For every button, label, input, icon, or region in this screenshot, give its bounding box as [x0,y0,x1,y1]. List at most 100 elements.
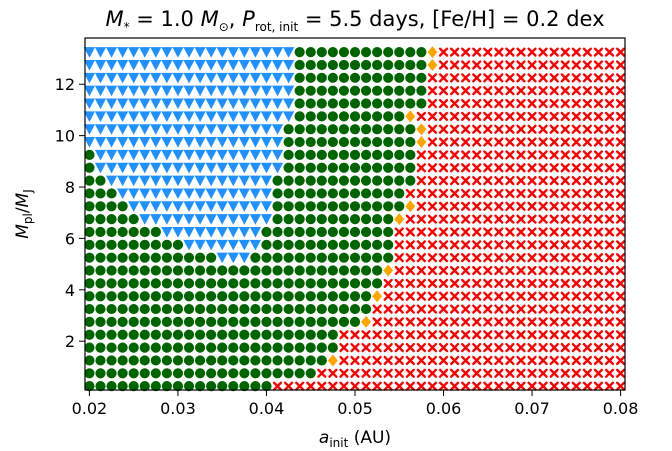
data-point-survived [383,162,394,173]
data-point-triangle [161,188,173,200]
data-point-survived [294,111,305,122]
data-point-survived [327,111,338,122]
data-point-triangle [172,226,184,238]
data-point-survived [272,316,283,328]
data-point-survived [360,252,372,263]
data-point-triangle [105,85,118,97]
data-point-survived [294,136,305,148]
data-point-survived [338,278,350,289]
data-point-triangle [216,162,228,174]
data-point-cross [438,47,449,57]
data-point-survived [338,214,350,225]
data-point-survived [261,355,272,366]
data-point-triangle [238,72,250,84]
data-point-survived [327,265,338,276]
data-point-survived [383,226,394,238]
data-point-survived [372,239,383,250]
data-point-survived [84,278,95,289]
data-point-survived [183,278,195,289]
data-point-triangle [238,188,250,200]
data-point-survived [283,188,294,199]
data-point-triangle [94,149,107,161]
data-point-survived [372,149,383,161]
data-point-cross [571,60,581,70]
data-point-triangle [128,188,140,200]
data-point-survived [217,342,228,353]
data-point-triangle [94,59,107,71]
data-point-cross [438,98,449,109]
data-point-survived [283,342,294,353]
data-point-survived [84,175,95,186]
data-point-triangle [161,98,173,110]
data-point-triangle [150,72,162,84]
data-point-survived [206,381,217,392]
data-point-cross [560,124,570,134]
data-point-cross [582,86,592,96]
data-point-cross [593,253,604,263]
data-point-cross [516,163,526,173]
data-point-triangle [249,72,262,84]
data-point-cross [527,175,537,186]
data-point-survived [294,252,305,263]
data-point-survived [239,316,250,328]
data-point-survived [283,316,294,328]
data-point-survived [316,303,327,315]
data-point-cross [505,163,515,173]
data-point-cross [582,188,592,199]
data-point-survived [360,111,372,122]
data-point-triangle [105,47,118,58]
data-point-cross [427,163,438,173]
data-point-triangle [139,98,151,110]
data-point-survived [106,291,117,302]
data-point-survived [383,188,394,199]
data-point-survived [95,316,106,328]
data-point-cross [449,188,460,199]
data-point-triangle [150,59,162,71]
data-point-survived [349,98,361,109]
data-point-cross [483,163,493,173]
data-point-cross [582,47,592,57]
data-point-survived [383,214,394,225]
data-point-cross [538,227,548,237]
data-point-survived [372,85,383,96]
data-point-triangle [161,175,173,187]
data-point-cross [438,343,449,353]
data-point-cross [472,150,482,160]
data-point-triangle [183,239,195,251]
data-point-triangle [238,214,250,225]
data-point-cross [361,381,371,391]
data-point-survived [84,291,95,302]
data-point-diamond [394,213,405,226]
data-point-cross [593,240,604,250]
data-point-cross [461,343,471,353]
data-point-cross [383,304,393,314]
data-point-survived [250,381,261,392]
data-point-cross [416,201,426,211]
data-point-cross [505,227,515,237]
data-point-cross [472,73,482,83]
data-point-survived [84,381,95,392]
y-tick-label: 8 [65,178,75,197]
data-point-cross [438,381,449,391]
data-point-triangle [205,201,217,212]
data-point-triangle [150,214,162,225]
data-point-survived [294,226,305,238]
data-point-cross [538,60,548,70]
data-point-cross [516,111,526,121]
data-point-cross [449,304,460,314]
data-point-triangle [161,59,173,71]
data-point-triangle [260,59,273,71]
data-point-survived [383,47,394,58]
data-point-cross [405,278,415,288]
data-point-cross [582,98,592,109]
data-point-cross [560,175,570,186]
data-point-cross [604,60,615,70]
data-point-triangle [139,175,151,187]
data-point-cross [604,368,615,378]
data-point-cross [461,73,471,83]
data-point-cross [494,253,504,263]
data-point-cross [472,124,482,134]
data-point-cross [383,381,393,391]
data-point-survived [327,252,338,263]
data-point-cross [604,240,615,250]
